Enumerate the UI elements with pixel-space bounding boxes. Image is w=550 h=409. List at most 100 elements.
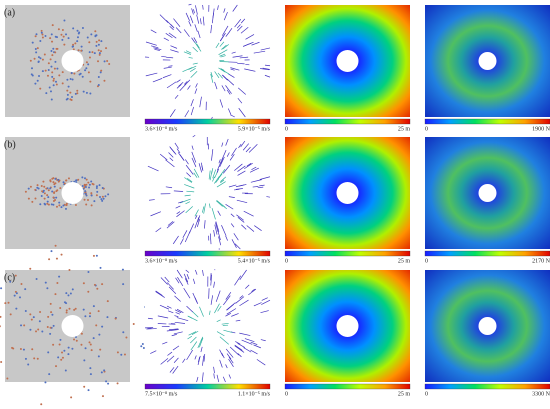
crack-dot xyxy=(106,316,109,319)
flow-vector xyxy=(216,374,220,383)
flow-vector xyxy=(220,55,226,58)
crack-dot xyxy=(61,71,64,74)
crack-dot xyxy=(83,385,86,388)
flow-vector xyxy=(236,199,248,204)
crack-dot xyxy=(46,74,49,77)
crack-dot xyxy=(41,330,44,333)
flow-vector xyxy=(214,71,220,79)
crack-dot xyxy=(70,396,73,399)
flow-vector xyxy=(169,109,176,118)
colorbar-max-label: 3300 N xyxy=(532,391,550,397)
flow-vector xyxy=(216,161,222,171)
crack-dot xyxy=(71,45,74,48)
flow-vector xyxy=(178,82,184,87)
crack-dot xyxy=(13,294,16,297)
crack-dot xyxy=(101,186,104,189)
flow-vector xyxy=(253,302,262,307)
crack-dot xyxy=(101,325,104,328)
crack-dot xyxy=(77,178,80,181)
crack-dot xyxy=(54,60,57,63)
crack-dot xyxy=(52,47,55,50)
flow-vector xyxy=(234,344,243,351)
crack-dot xyxy=(95,44,98,47)
flow-vector xyxy=(159,153,168,161)
crack-dot xyxy=(141,343,144,346)
flow-vector xyxy=(210,24,213,34)
flow-vector xyxy=(173,331,183,335)
crack-dot xyxy=(63,301,66,304)
flow-vector xyxy=(200,162,204,171)
crack-dot xyxy=(43,192,46,195)
flow-vector xyxy=(197,30,201,39)
flow-vector xyxy=(208,170,211,180)
flow-vector xyxy=(243,347,252,353)
flow-vector xyxy=(216,319,221,322)
flow-vector xyxy=(239,269,247,280)
crack-dot xyxy=(49,326,52,329)
crack-dot xyxy=(36,47,39,50)
flow-vector xyxy=(201,206,205,213)
flow-vector xyxy=(261,297,268,301)
crack-dot xyxy=(51,190,54,193)
flow-vector xyxy=(164,276,170,283)
crack-dot xyxy=(87,290,90,293)
flow-vector xyxy=(195,5,198,15)
flow-vector xyxy=(195,269,198,275)
crack-dot xyxy=(0,361,3,364)
flow-vector xyxy=(179,83,187,91)
crack-dot xyxy=(39,87,42,90)
crack-dot xyxy=(74,42,77,45)
flow-vector xyxy=(219,41,225,47)
flow-vector xyxy=(237,87,246,95)
flow-vector xyxy=(155,291,165,298)
flow-vector xyxy=(195,83,198,88)
crack-dot xyxy=(88,186,91,189)
crack-dot xyxy=(12,347,15,350)
crack-dot xyxy=(32,316,35,319)
crack-dot xyxy=(116,351,119,354)
flow-vector xyxy=(188,316,193,319)
crack-dot xyxy=(58,204,61,207)
crack-dot xyxy=(54,35,57,38)
flow-vector xyxy=(244,162,253,170)
flow-vector xyxy=(226,152,230,157)
flow-vector xyxy=(237,165,246,172)
flow-vector xyxy=(213,281,215,288)
flow-vector xyxy=(231,147,237,157)
crack-dot xyxy=(47,69,50,72)
flow-vector xyxy=(174,309,182,314)
flow-vector xyxy=(235,188,243,190)
flow-vector xyxy=(253,344,262,349)
flow-vector xyxy=(180,198,191,204)
flow-vector xyxy=(225,204,234,210)
crack-dot xyxy=(60,253,63,256)
crack-dot xyxy=(52,84,55,87)
crack-dot xyxy=(87,71,90,74)
flow-vector xyxy=(159,14,169,23)
crack-dot xyxy=(6,377,9,380)
crack-dot xyxy=(64,369,67,372)
flow-vector xyxy=(216,168,219,173)
crack-dot xyxy=(34,197,37,200)
flow-vector xyxy=(225,291,232,300)
hole xyxy=(61,50,84,72)
flow-vector xyxy=(186,190,195,193)
crack-dot xyxy=(99,266,102,269)
flow-vector xyxy=(185,12,190,21)
flow-vector xyxy=(147,165,159,172)
crack-dot xyxy=(55,257,58,260)
crack-dot xyxy=(97,49,100,52)
crack-dot xyxy=(81,184,84,187)
flow-vector xyxy=(225,348,234,358)
crack-dot xyxy=(88,51,91,54)
flow-vector xyxy=(186,172,192,178)
crack-dot xyxy=(87,270,90,273)
flow-vector xyxy=(163,37,169,41)
crack-dot xyxy=(83,177,86,180)
flow-vector xyxy=(193,168,200,178)
flow-vector xyxy=(202,4,204,10)
flow-vector xyxy=(230,223,235,228)
flow-vector xyxy=(183,51,191,55)
crack-dot xyxy=(91,51,94,54)
flow-vector xyxy=(191,19,194,24)
